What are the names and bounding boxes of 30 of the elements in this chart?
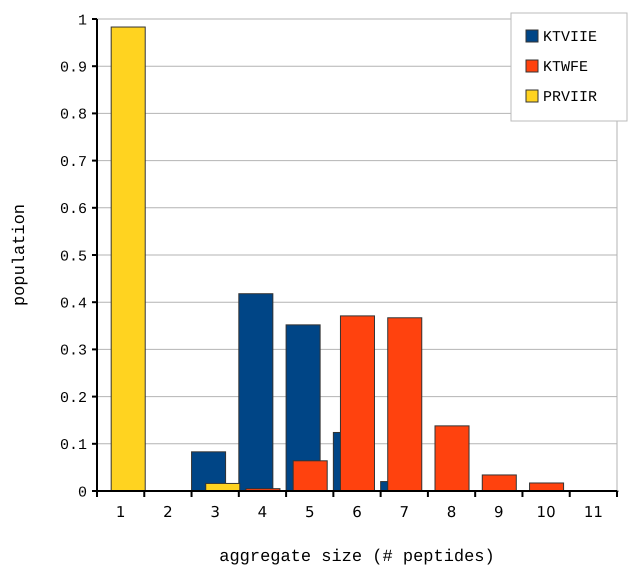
legend-label: KTVIIE <box>543 29 598 46</box>
bar <box>482 474 517 492</box>
y-tick-label: 1 <box>78 12 87 30</box>
bar <box>110 26 146 492</box>
x-tick-label: 8 <box>446 503 456 521</box>
y-tick-label: 0.1 <box>60 437 87 454</box>
y-tick-label: 0.9 <box>60 59 87 76</box>
bar <box>434 425 470 492</box>
y-tick-label: 0.5 <box>60 248 87 266</box>
legend-label: PRVIIR <box>543 89 598 106</box>
x-tick-label: 4 <box>258 503 268 521</box>
x-tick-label: 6 <box>352 503 362 521</box>
legend-label: KTWFE <box>543 59 588 76</box>
x-tick-label: 7 <box>400 503 410 521</box>
x-tick-label: 1 <box>116 503 126 521</box>
x-tick-label: 5 <box>304 503 314 521</box>
x-tick-label: 10 <box>536 503 556 521</box>
y-axis-title: population <box>11 204 30 306</box>
x-axis-title: aggregate size (# peptides) <box>219 548 495 565</box>
y-tick-label: 0.2 <box>60 390 87 407</box>
y-tick-label: 0.6 <box>60 201 87 218</box>
x-tick-label: 3 <box>210 503 220 521</box>
x-tick-label: 11 <box>584 503 603 521</box>
x-tick-label: 9 <box>494 503 504 521</box>
y-tick-label: 0.4 <box>60 295 87 312</box>
y-tick-label: 0 <box>78 484 87 502</box>
y-tick-label: 0.8 <box>60 106 87 124</box>
y-tick-label: 0.7 <box>60 154 87 171</box>
y-tick-label: 0.3 <box>60 342 87 360</box>
x-tick-label: 2 <box>163 503 173 521</box>
